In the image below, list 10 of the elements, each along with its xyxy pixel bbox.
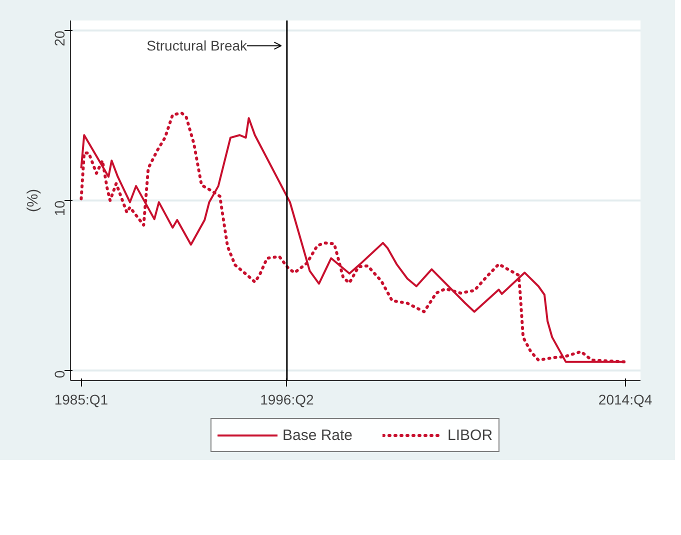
x-tick-label: 2014:Q4: [598, 392, 652, 408]
legend-label: LIBOR: [448, 426, 493, 444]
x-tick-label: 1996:Q2: [260, 392, 314, 408]
y-tick-label: 0: [52, 370, 68, 378]
y-tick-label: 20: [52, 30, 68, 46]
y-axis-title: (%): [24, 188, 42, 212]
ref-line-label: Structural Break: [146, 38, 248, 54]
legend-label: Base Rate: [282, 426, 353, 444]
x-tick-label: 1985:Q1: [54, 392, 108, 408]
y-tick-label: 10: [52, 200, 68, 216]
